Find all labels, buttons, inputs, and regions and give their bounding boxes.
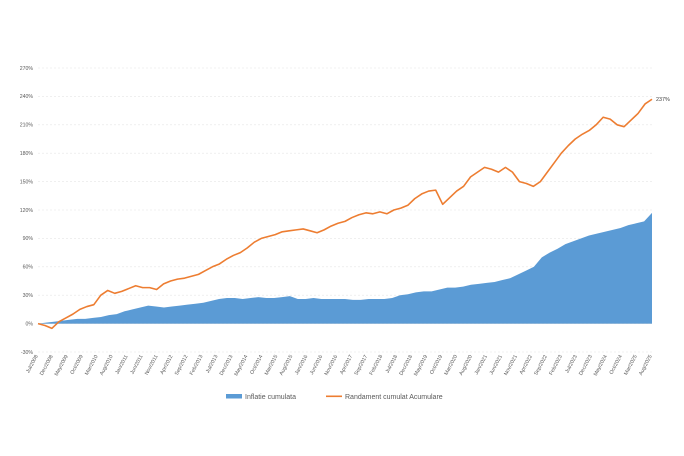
x-tick-label: Nov/2021 xyxy=(503,354,519,377)
x-tick-label: Sep/2017 xyxy=(354,354,370,377)
line-layer xyxy=(37,98,653,330)
annotation-layer: 237% xyxy=(656,97,670,103)
x-tick-label: Aug/2025 xyxy=(638,354,654,377)
x-tick-label: Jan/2016 xyxy=(294,354,309,376)
y-tick-label: 270% xyxy=(20,66,34,72)
x-tick-label: Jan/2011 xyxy=(114,354,129,375)
x-tick-label: Apr/2022 xyxy=(519,354,534,376)
x-tick-label: Nov/2016 xyxy=(324,354,340,377)
x-tick-label: Jun/2011 xyxy=(129,354,144,375)
x-tick-label: Mar/2015 xyxy=(264,354,280,376)
y-tick-label: -30% xyxy=(21,350,33,356)
x-tick-label: Jun/2016 xyxy=(309,354,324,376)
series-area-inflatie xyxy=(38,212,652,324)
x-tick-label: Mar/2010 xyxy=(84,354,100,376)
x-tick-label: Dec/2023 xyxy=(578,354,594,377)
x-tick-label: Aug/2010 xyxy=(99,354,115,377)
x-tick-label: Dec/2018 xyxy=(398,354,414,377)
y-tick-label: 180% xyxy=(20,151,34,157)
x-tick-label: Jul/2008 xyxy=(25,354,40,374)
x-tick-label: Jul/2013 xyxy=(205,354,220,374)
y-tick-label: 60% xyxy=(23,265,34,271)
x-tick-label: Oct/2019 xyxy=(429,354,444,376)
y-tick-label: 0% xyxy=(26,321,34,327)
series-line-randament xyxy=(37,98,653,330)
x-tick-label: Oct/2014 xyxy=(249,354,264,376)
x-tick-label: Apr/2017 xyxy=(339,354,354,376)
x-tick-label: Aug/2015 xyxy=(279,354,295,377)
legend-label-inflatie: Inflatie cumulata xyxy=(245,394,296,401)
y-axis: -30% 0% 30% 60% 90% 120% 150% 180% 210% 240% 270% xyxy=(20,66,34,356)
y-tick-label: 150% xyxy=(20,179,34,185)
x-tick-label: Apr/2012 xyxy=(159,354,174,376)
x-tick-label: May/2009 xyxy=(54,354,70,377)
x-tick-label: Feb/2023 xyxy=(548,354,564,376)
legend-swatch-inflatie xyxy=(226,394,242,399)
y-tick-label: 240% xyxy=(20,94,34,100)
x-tick-label: Oct/2024 xyxy=(609,354,624,376)
area-layer xyxy=(38,212,652,324)
y-tick-label: 90% xyxy=(23,236,34,242)
x-tick-label: May/2024 xyxy=(593,354,609,377)
y-tick-label: 30% xyxy=(23,293,34,299)
y-tick-label: 210% xyxy=(20,123,34,129)
x-tick-label: Mar/2025 xyxy=(623,354,639,376)
x-tick-label: Nov/2011 xyxy=(144,354,160,376)
x-tick-label: Mar/2020 xyxy=(443,354,459,376)
x-tick-label: Jun/2021 xyxy=(489,354,504,376)
x-tick-label: Jan/2021 xyxy=(474,354,489,376)
x-tick-label: May/2019 xyxy=(413,354,429,377)
x-tick-label: Oct/2009 xyxy=(70,354,85,376)
legend: Inflatie cumulata Randament cumulat Acumu… xyxy=(226,394,443,401)
x-tick-label: Feb/2018 xyxy=(369,354,385,376)
x-tick-label: Dec/2013 xyxy=(219,354,235,377)
x-tick-label: Dec/2008 xyxy=(39,354,55,377)
y-tick-label: 120% xyxy=(20,208,34,214)
legend-label-randament: Randament cumulat Acumulare xyxy=(345,394,443,401)
x-tick-label: Sep/2022 xyxy=(533,354,549,377)
x-tick-label: May/2014 xyxy=(233,354,249,377)
end-value-label: 237% xyxy=(656,97,670,103)
x-tick-label: Sep/2012 xyxy=(174,354,190,377)
x-tick-label: Feb/2013 xyxy=(189,354,205,376)
x-tick-label: Aug/2020 xyxy=(458,354,474,377)
x-tick-label: Jul/2023 xyxy=(564,354,579,374)
x-tick-label: Jul/2018 xyxy=(385,354,400,374)
